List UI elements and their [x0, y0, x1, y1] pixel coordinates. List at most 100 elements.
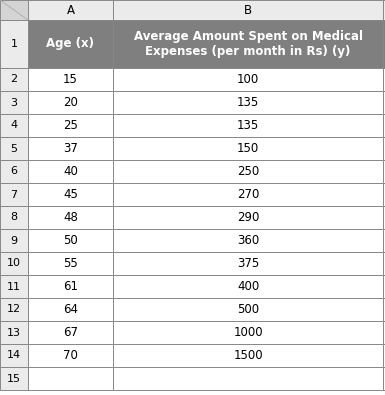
Text: 45: 45 — [63, 188, 78, 201]
Bar — [0, 298, 28, 321]
Text: 15: 15 — [63, 73, 78, 86]
Text: 375: 375 — [237, 257, 259, 270]
Bar — [113, 275, 383, 298]
Bar — [113, 367, 383, 390]
Bar — [0, 252, 28, 275]
Text: A: A — [67, 4, 75, 17]
Bar — [0, 137, 28, 160]
Text: 48: 48 — [63, 211, 78, 224]
Bar — [383, 298, 385, 321]
Text: 25: 25 — [63, 119, 78, 132]
Text: 40: 40 — [63, 165, 78, 178]
Text: 3: 3 — [10, 98, 17, 107]
Text: 8: 8 — [10, 213, 18, 222]
Text: 64: 64 — [63, 303, 78, 316]
Bar — [113, 0, 383, 20]
Bar — [383, 321, 385, 344]
Bar — [28, 20, 113, 68]
Bar — [0, 20, 28, 68]
Bar — [28, 114, 113, 137]
Bar — [0, 206, 28, 229]
Text: 61: 61 — [63, 280, 78, 293]
Bar — [383, 68, 385, 91]
Bar — [28, 137, 113, 160]
Bar — [113, 160, 383, 183]
Text: 400: 400 — [237, 280, 259, 293]
Bar — [0, 367, 28, 390]
Bar — [383, 229, 385, 252]
Bar — [383, 183, 385, 206]
Bar — [383, 275, 385, 298]
Text: 100: 100 — [237, 73, 259, 86]
Bar — [383, 344, 385, 367]
Text: 20: 20 — [63, 96, 78, 109]
Bar — [113, 20, 383, 68]
Bar — [28, 321, 113, 344]
Text: 135: 135 — [237, 119, 259, 132]
Text: 360: 360 — [237, 234, 259, 247]
Text: 50: 50 — [63, 234, 78, 247]
Text: 37: 37 — [63, 142, 78, 155]
Text: 1: 1 — [10, 39, 17, 49]
Bar — [28, 91, 113, 114]
Bar — [28, 275, 113, 298]
Bar — [113, 137, 383, 160]
Bar — [0, 68, 28, 91]
Bar — [0, 0, 28, 20]
Text: 13: 13 — [7, 327, 21, 337]
Bar — [383, 252, 385, 275]
Bar — [383, 0, 385, 20]
Text: 67: 67 — [63, 326, 78, 339]
Bar — [113, 206, 383, 229]
Bar — [28, 206, 113, 229]
Text: 7: 7 — [10, 190, 18, 199]
Text: 11: 11 — [7, 282, 21, 292]
Bar — [113, 91, 383, 114]
Text: 135: 135 — [237, 96, 259, 109]
Bar — [113, 321, 383, 344]
Bar — [113, 183, 383, 206]
Bar — [28, 0, 113, 20]
Bar — [0, 321, 28, 344]
Bar — [113, 344, 383, 367]
Text: 270: 270 — [237, 188, 259, 201]
Bar — [383, 160, 385, 183]
Bar — [383, 367, 385, 390]
Bar — [0, 229, 28, 252]
Bar — [28, 367, 113, 390]
Text: 1500: 1500 — [233, 349, 263, 362]
Bar — [383, 91, 385, 114]
Text: 5: 5 — [10, 143, 17, 154]
Bar — [28, 229, 113, 252]
Text: 12: 12 — [7, 305, 21, 314]
Bar — [28, 68, 113, 91]
Bar — [383, 206, 385, 229]
Bar — [113, 252, 383, 275]
Text: 70: 70 — [63, 349, 78, 362]
Text: Age (x): Age (x) — [47, 38, 94, 51]
Bar — [0, 275, 28, 298]
Bar — [383, 137, 385, 160]
Bar — [113, 68, 383, 91]
Text: 1000: 1000 — [233, 326, 263, 339]
Text: 2: 2 — [10, 75, 18, 85]
Bar — [0, 344, 28, 367]
Text: 150: 150 — [237, 142, 259, 155]
Bar — [383, 114, 385, 137]
Bar — [28, 252, 113, 275]
Text: 500: 500 — [237, 303, 259, 316]
Bar — [383, 20, 385, 68]
Text: 10: 10 — [7, 258, 21, 269]
Text: 55: 55 — [63, 257, 78, 270]
Bar — [0, 183, 28, 206]
Text: 14: 14 — [7, 350, 21, 361]
Bar — [113, 114, 383, 137]
Text: 15: 15 — [7, 374, 21, 384]
Bar — [113, 229, 383, 252]
Text: 4: 4 — [10, 120, 18, 130]
Bar — [28, 183, 113, 206]
Bar — [28, 298, 113, 321]
Text: 250: 250 — [237, 165, 259, 178]
Bar — [28, 160, 113, 183]
Bar — [28, 344, 113, 367]
